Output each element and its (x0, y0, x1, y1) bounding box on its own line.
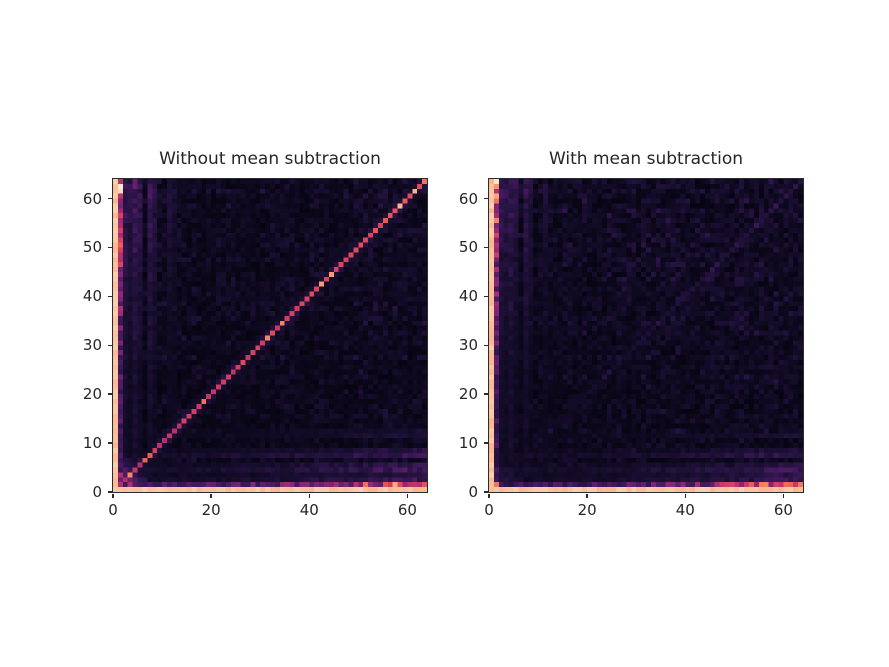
y-tick-mark (483, 491, 488, 493)
y-tick-mark (107, 197, 112, 200)
y-tick-label: 10 (82, 434, 102, 453)
y-tick-label: 50 (458, 238, 478, 257)
heatmap-canvas-left (112, 178, 427, 492)
y-tick-label: 40 (458, 287, 478, 306)
y-tick-label: 20 (82, 385, 102, 404)
y-tick-label: 60 (82, 189, 102, 208)
y-tick-mark (483, 246, 488, 249)
x-tick-mark (406, 493, 409, 498)
y-tick-label: 40 (82, 287, 102, 306)
x-tick-label: 60 (773, 501, 793, 519)
heatmap-axes-right (487, 177, 804, 493)
y-tick-mark (483, 393, 488, 395)
y-tick-label: 50 (82, 238, 102, 257)
x-tick-mark (782, 493, 785, 498)
y-tick-label: 0 (468, 483, 478, 501)
y-tick-label: 30 (458, 336, 478, 355)
x-tick-label: 0 (484, 501, 494, 519)
y-tick-mark (483, 442, 488, 444)
y-tick-label: 20 (458, 385, 478, 404)
x-tick-mark (586, 493, 588, 498)
y-tick-mark (107, 442, 112, 444)
y-tick-mark (107, 246, 112, 249)
y-tick-mark (107, 491, 112, 493)
y-tick-mark (107, 295, 112, 298)
y-tick-label: 0 (92, 483, 102, 501)
subplot-title-without-mean-subtraction: Without mean subtraction (159, 149, 381, 169)
x-tick-mark (112, 493, 114, 498)
heatmap-canvas-right (488, 178, 803, 492)
x-tick-label: 40 (299, 501, 319, 519)
x-tick-label: 60 (397, 501, 417, 519)
subplot-title-with-mean-subtraction: With mean subtraction (548, 149, 744, 169)
x-tick-label: 20 (577, 501, 597, 519)
x-tick-mark (308, 493, 310, 498)
y-tick-mark (483, 344, 488, 347)
y-tick-mark (483, 295, 488, 298)
x-tick-mark (684, 493, 686, 498)
y-tick-mark (483, 197, 488, 200)
heatmap-axes-left (111, 177, 428, 493)
x-tick-label: 20 (201, 501, 221, 519)
y-tick-label: 10 (458, 434, 478, 453)
x-tick-mark (210, 493, 212, 498)
y-tick-label: 60 (458, 189, 478, 208)
y-tick-mark (107, 393, 112, 395)
y-tick-label: 30 (82, 336, 102, 355)
x-tick-label: 0 (108, 501, 118, 519)
x-tick-mark (488, 493, 490, 498)
y-tick-mark (107, 344, 112, 347)
x-tick-label: 40 (675, 501, 695, 519)
